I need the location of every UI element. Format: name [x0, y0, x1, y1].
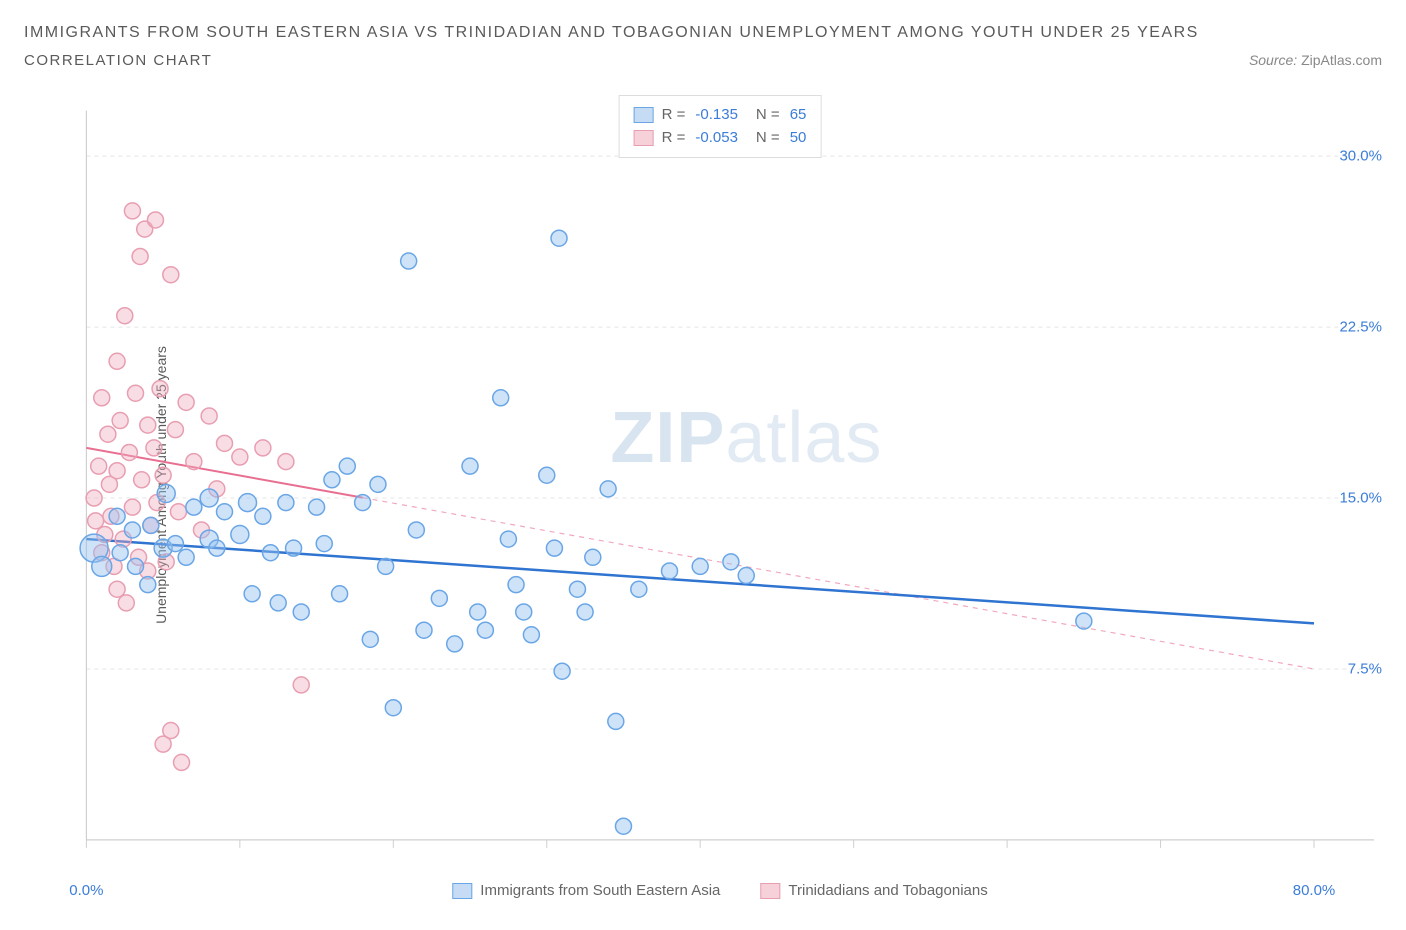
chart-title: IMMIGRANTS FROM SOUTH EASTERN ASIA VS TR… [24, 20, 1382, 46]
y-tick-label: 22.5% [1339, 319, 1382, 336]
y-tick-label: 15.0% [1339, 490, 1382, 507]
y-tick-label: 7.5% [1348, 660, 1382, 677]
legend-swatch-icon [634, 130, 654, 146]
legend-item: Immigrants from South Eastern Asia [452, 882, 720, 899]
series-legend: Immigrants from South Eastern Asia Trinid… [452, 882, 987, 899]
legend-label: Trinidadians and Tobagonians [788, 882, 987, 899]
legend-swatch-icon [760, 883, 780, 899]
source-name: ZipAtlas.com [1301, 52, 1382, 68]
correlation-legend: R = -0.135 N = 65 R = -0.053 N = 50 [619, 95, 822, 158]
x-tick-label: 0.0% [69, 882, 103, 899]
x-tick-label: 80.0% [1293, 882, 1336, 899]
legend-label: Immigrants from South Eastern Asia [480, 882, 720, 899]
r-value: -0.053 [695, 127, 738, 150]
n-value: 65 [790, 104, 807, 127]
n-label: N = [756, 127, 780, 150]
correlation-row: R = -0.135 N = 65 [634, 104, 807, 127]
n-value: 50 [790, 127, 807, 150]
legend-item: Trinidadians and Tobagonians [760, 882, 987, 899]
r-label: R = [662, 127, 686, 150]
legend-swatch-icon [452, 883, 472, 899]
n-label: N = [756, 104, 780, 127]
chart-header: IMMIGRANTS FROM SOUTH EASTERN ASIA VS TR… [0, 0, 1406, 69]
r-value: -0.135 [695, 104, 738, 127]
legend-swatch-icon [634, 107, 654, 123]
scatter-plot [60, 95, 1380, 875]
source-attribution: Source: ZipAtlas.com [1249, 52, 1382, 68]
correlation-row: R = -0.053 N = 50 [634, 127, 807, 150]
source-prefix: Source: [1249, 52, 1297, 68]
chart-area: Unemployment Among Youth under 25 years … [60, 95, 1380, 875]
chart-subtitle: CORRELATION CHART [24, 52, 212, 69]
r-label: R = [662, 104, 686, 127]
y-tick-label: 30.0% [1339, 148, 1382, 165]
